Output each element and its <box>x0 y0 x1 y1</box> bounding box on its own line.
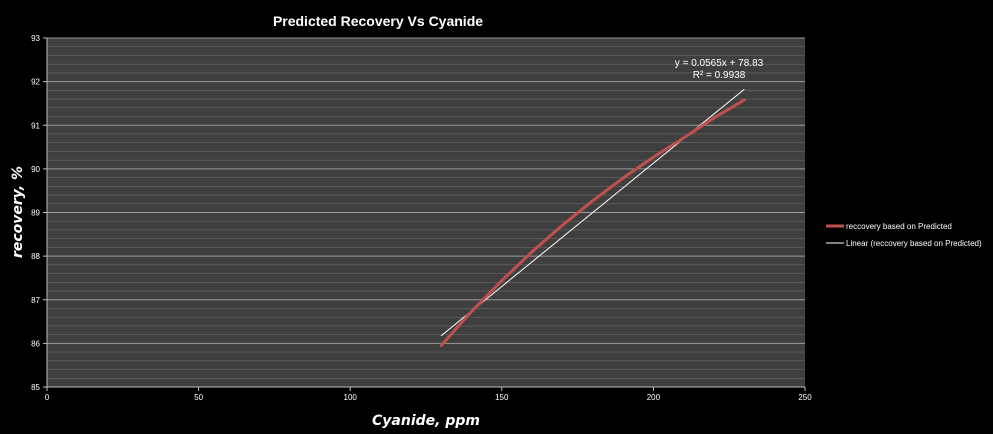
x-tick-labels: 0 50 100 150 200 250 <box>45 393 812 402</box>
y-tick-label: 86 <box>31 339 40 348</box>
x-tick-label: 0 <box>45 393 50 402</box>
y-tick-label: 87 <box>31 296 40 305</box>
y-tick-label: 91 <box>31 121 40 130</box>
legend-label-series: reccovery based on Predicted <box>846 222 952 231</box>
y-tick-label: 92 <box>31 78 40 87</box>
x-tick-label: 250 <box>798 393 812 402</box>
y-tick-label: 93 <box>31 34 40 43</box>
data-series <box>439 88 746 348</box>
y-tick-label: 85 <box>31 383 40 392</box>
x-tick-label: 50 <box>194 393 203 402</box>
chart-title: Predicted Recovery Vs Cyanide <box>273 13 483 29</box>
y-tick-label: 89 <box>31 209 40 218</box>
series-line <box>439 98 746 348</box>
x-tick-label: 100 <box>344 393 358 402</box>
trendline-r-squared: R² = 0.9938 <box>693 70 746 81</box>
axes <box>43 37 806 391</box>
trendline-equation: y = 0.0565x + 78.83 <box>675 58 764 69</box>
x-axis-title: Cyanide, ppm <box>372 413 480 429</box>
legend-label-trendline: Linear (reccovery based on Predicted) <box>846 239 982 248</box>
y-axis-title: recovery, % <box>10 166 26 258</box>
x-tick-label: 150 <box>495 393 509 402</box>
y-tick-label: 90 <box>31 165 40 174</box>
y-tick-labels: 85 86 87 88 89 90 91 92 93 <box>31 34 40 392</box>
y-tick-label: 88 <box>31 252 40 261</box>
x-tick-label: 200 <box>647 393 661 402</box>
legend: reccovery based on Predicted Linear (rec… <box>826 222 982 248</box>
